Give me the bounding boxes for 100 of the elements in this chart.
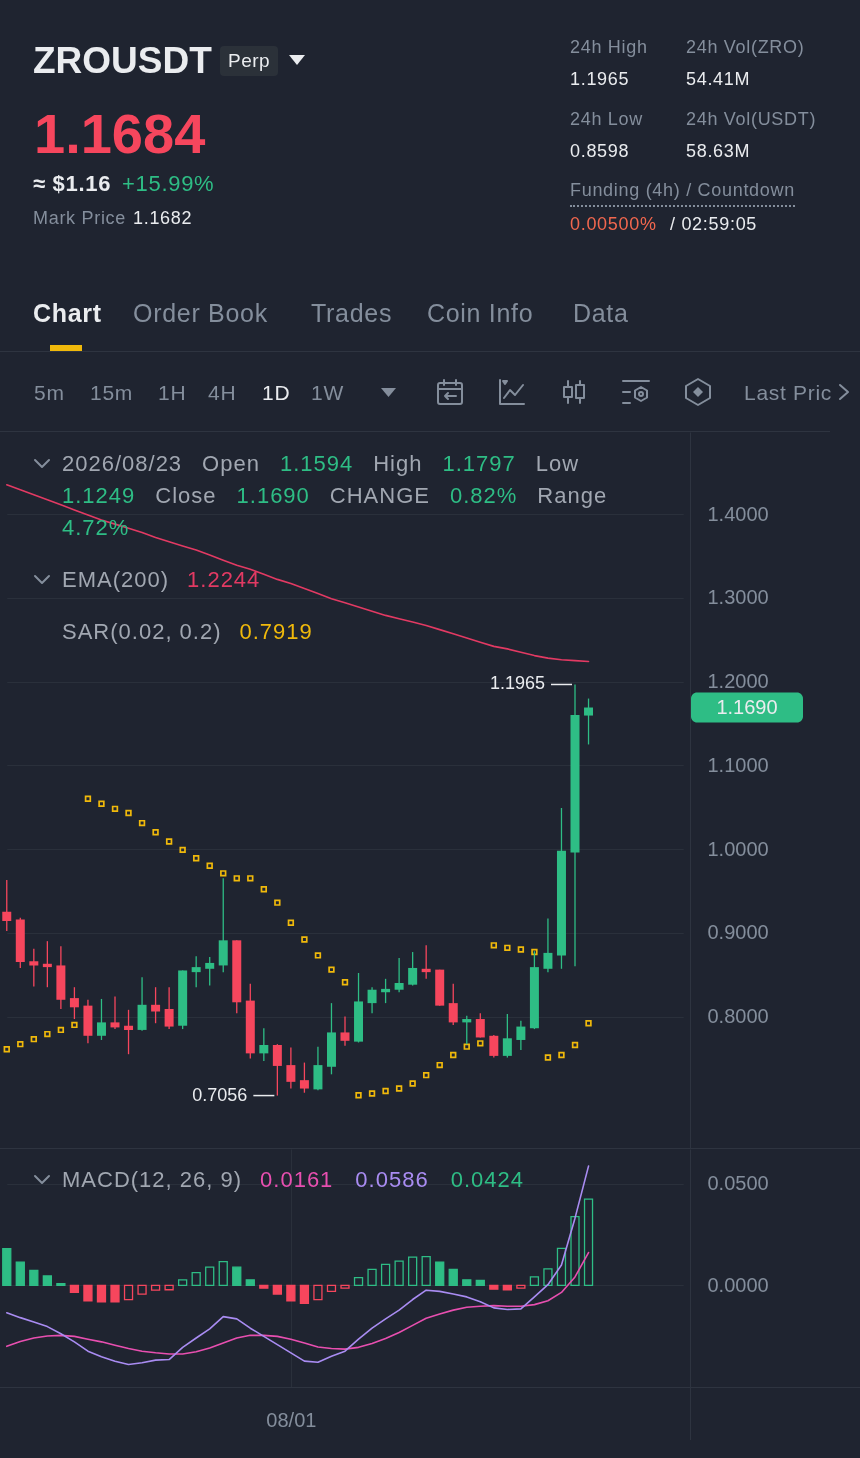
- point: [355, 1092, 362, 1099]
- bar: [462, 1279, 472, 1286]
- point: [571, 1041, 579, 1049]
- point: [504, 944, 511, 952]
- annotation: SAR(0.02, 0.2): [62, 619, 222, 644]
- candlestick: [96, 998, 106, 1041]
- point: [165, 838, 173, 845]
- point: [585, 1020, 592, 1027]
- point: [125, 809, 132, 817]
- point: [98, 800, 105, 808]
- candlestick: [502, 1013, 512, 1059]
- candlestick: [543, 917, 553, 973]
- text: 0.8598: [570, 141, 630, 163]
- bar: [353, 1276, 364, 1286]
- point: [44, 1030, 51, 1038]
- candlestick: [191, 955, 201, 988]
- bar: [164, 1284, 174, 1291]
- bar: [245, 1279, 255, 1286]
- bar: [367, 1268, 377, 1286]
- point: [477, 1040, 484, 1047]
- point: [328, 966, 335, 973]
- annotation: Close: [155, 482, 217, 510]
- bar: [191, 1272, 201, 1286]
- point: [490, 942, 498, 949]
- text: 1.1965: [570, 69, 630, 91]
- candlestick: [151, 986, 161, 1024]
- y-tick-label: 0.0000: [707, 1273, 769, 1296]
- y-tick-label: 1.4000: [707, 502, 769, 525]
- point: [260, 886, 268, 893]
- point: [531, 948, 538, 956]
- bar: [516, 1284, 526, 1289]
- text: Trades: [311, 298, 393, 329]
- text: 24h Vol(USDT): [686, 109, 817, 131]
- bar: [96, 1284, 107, 1303]
- text: MACD(12, 26, 9): [62, 1167, 243, 1192]
- text: ZROUSDT: [33, 39, 212, 84]
- candlestick: [124, 1009, 134, 1055]
- bar: [380, 1263, 391, 1286]
- bar: [340, 1284, 350, 1289]
- point: [192, 855, 200, 862]
- bar: [272, 1284, 282, 1295]
- bar: [205, 1266, 215, 1286]
- bar: [421, 1255, 431, 1286]
- annotation: Range: [537, 482, 608, 510]
- point: [71, 1021, 78, 1029]
- candlestick: [489, 1034, 499, 1059]
- point: [206, 862, 213, 869]
- point: [57, 1026, 65, 1034]
- text: 58.63M: [686, 141, 751, 163]
- annotation: 2026/08/23: [62, 450, 183, 478]
- annotation: 0.0424: [450, 1167, 524, 1192]
- point: [422, 1071, 430, 1079]
- point: [436, 1061, 443, 1069]
- bar: [232, 1266, 242, 1286]
- bar: [137, 1284, 147, 1295]
- text: Data: [573, 298, 629, 329]
- bar: [475, 1279, 485, 1286]
- text: 0.00500%: [570, 214, 657, 236]
- candlestick: [584, 697, 594, 746]
- bar: [123, 1284, 134, 1301]
- bar: [408, 1256, 418, 1286]
- point: [341, 978, 349, 986]
- bar: [583, 1198, 594, 1286]
- bar: [110, 1284, 120, 1303]
- bar: [556, 1247, 567, 1286]
- annotation: 0.7919: [239, 619, 313, 644]
- text: 1D: [262, 379, 291, 405]
- bar: [326, 1284, 337, 1293]
- y-tick-label: 1.2000: [707, 670, 769, 693]
- point: [395, 1085, 403, 1092]
- bar: [42, 1275, 52, 1286]
- text: +15.99%: [122, 171, 215, 198]
- candlestick: [286, 1046, 296, 1090]
- point: [463, 1043, 470, 1050]
- candlestick: [29, 948, 39, 988]
- point: [233, 875, 240, 882]
- x-tick-label: 08/01: [266, 1408, 317, 1431]
- annotation: 1.1797: [442, 450, 516, 478]
- text: 1.1682: [133, 208, 193, 230]
- candlestick: [110, 995, 120, 1030]
- text: Chart: [33, 298, 102, 329]
- bar: [15, 1261, 25, 1286]
- line-series: [5, 1165, 590, 1366]
- candlestick: [272, 1043, 282, 1097]
- candlestick: [394, 957, 404, 993]
- bar: [150, 1284, 161, 1291]
- text: Order Book: [133, 298, 268, 329]
- point: [247, 875, 254, 882]
- point: [368, 1090, 376, 1097]
- text: Funding (4h) / Countdown: [570, 180, 795, 207]
- bar: [83, 1284, 93, 1302]
- text: 24h Vol(ZRO): [686, 37, 805, 59]
- annotation: 0.0161: [260, 1167, 334, 1192]
- text: 24h High: [570, 37, 648, 59]
- text: 1W: [311, 379, 344, 405]
- bar: [178, 1279, 188, 1286]
- annotation: 1.2244: [187, 567, 261, 592]
- text: 1.1684: [34, 100, 206, 167]
- candlestick: [164, 986, 174, 1030]
- annotation: 1.1594: [279, 450, 354, 478]
